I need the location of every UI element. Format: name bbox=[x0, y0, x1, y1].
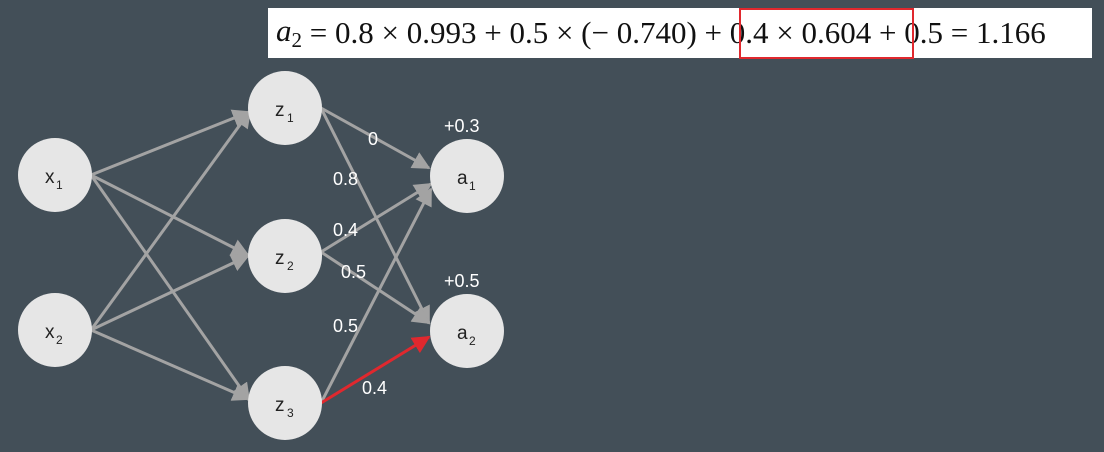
node-a2: a 2 bbox=[430, 294, 504, 368]
node-z1: z 1 bbox=[248, 71, 322, 145]
edge-z3-a2-highlighted bbox=[320, 335, 431, 405]
formula-part-a: = 0.8 × 0.993 + 0.5 × (− 0.740) + bbox=[302, 15, 730, 50]
weight-label-z1-a1: 0 bbox=[368, 129, 378, 149]
svg-text:2: 2 bbox=[469, 334, 476, 348]
weight-label-z3-a1: 0.5 bbox=[333, 316, 358, 336]
edge-z3-a1 bbox=[319, 187, 433, 404]
bias-label-a2: +0.5 bbox=[444, 271, 480, 291]
svg-text:z: z bbox=[275, 395, 285, 416]
weight-label-z2-a2: 0.5 bbox=[341, 262, 366, 282]
svg-text:a: a bbox=[457, 323, 468, 344]
svg-text:2: 2 bbox=[287, 259, 294, 273]
svg-text:x: x bbox=[45, 322, 55, 343]
formula-box: a2 = 0.8 × 0.993 + 0.5 × (− 0.740) + 0.4… bbox=[268, 8, 1092, 58]
highlight-box bbox=[739, 8, 914, 59]
node-z3: z 3 bbox=[248, 366, 322, 440]
node-x2: x 2 bbox=[18, 293, 92, 367]
svg-text:3: 3 bbox=[287, 406, 294, 420]
weight-label-z2-a1: 0.4 bbox=[333, 220, 358, 240]
node-z2: z 2 bbox=[248, 219, 322, 293]
svg-text:z: z bbox=[275, 100, 285, 121]
edge-x1-z1 bbox=[90, 109, 251, 177]
node-x1: x 1 bbox=[18, 138, 92, 212]
edge-x2-z1 bbox=[89, 109, 252, 331]
svg-text:z: z bbox=[275, 248, 285, 269]
formula-lhs: a2 bbox=[276, 13, 302, 52]
weight-label-z1-a2: 0.8 bbox=[333, 169, 358, 189]
edges-input-hidden bbox=[89, 109, 252, 402]
svg-text:1: 1 bbox=[287, 111, 294, 125]
svg-text:1: 1 bbox=[469, 179, 476, 193]
edge-z2-a1 bbox=[320, 182, 433, 254]
edge-z2-a2 bbox=[320, 250, 431, 325]
formula-part-b: + 0.5 = 1.166 bbox=[871, 15, 1046, 50]
node-a1: a 1 bbox=[430, 139, 504, 213]
bias-label-a1: +0.3 bbox=[444, 116, 480, 136]
edge-x2-z3 bbox=[90, 328, 251, 401]
svg-text:x: x bbox=[45, 167, 55, 188]
edges-hidden-output bbox=[319, 106, 433, 404]
svg-text:1: 1 bbox=[56, 178, 63, 192]
edge-z1-a2 bbox=[319, 107, 431, 325]
edge-x1-z2 bbox=[90, 173, 250, 257]
svg-text:a: a bbox=[457, 168, 468, 189]
edge-z1-a1 bbox=[320, 106, 431, 170]
edge-x1-z3 bbox=[89, 174, 251, 402]
svg-text:2: 2 bbox=[56, 333, 63, 347]
edge-x2-z2 bbox=[90, 254, 250, 332]
formula-highlight-term: 0.4 × 0.604 bbox=[729, 15, 872, 50]
weight-label-z3-a2: 0.4 bbox=[362, 378, 387, 398]
